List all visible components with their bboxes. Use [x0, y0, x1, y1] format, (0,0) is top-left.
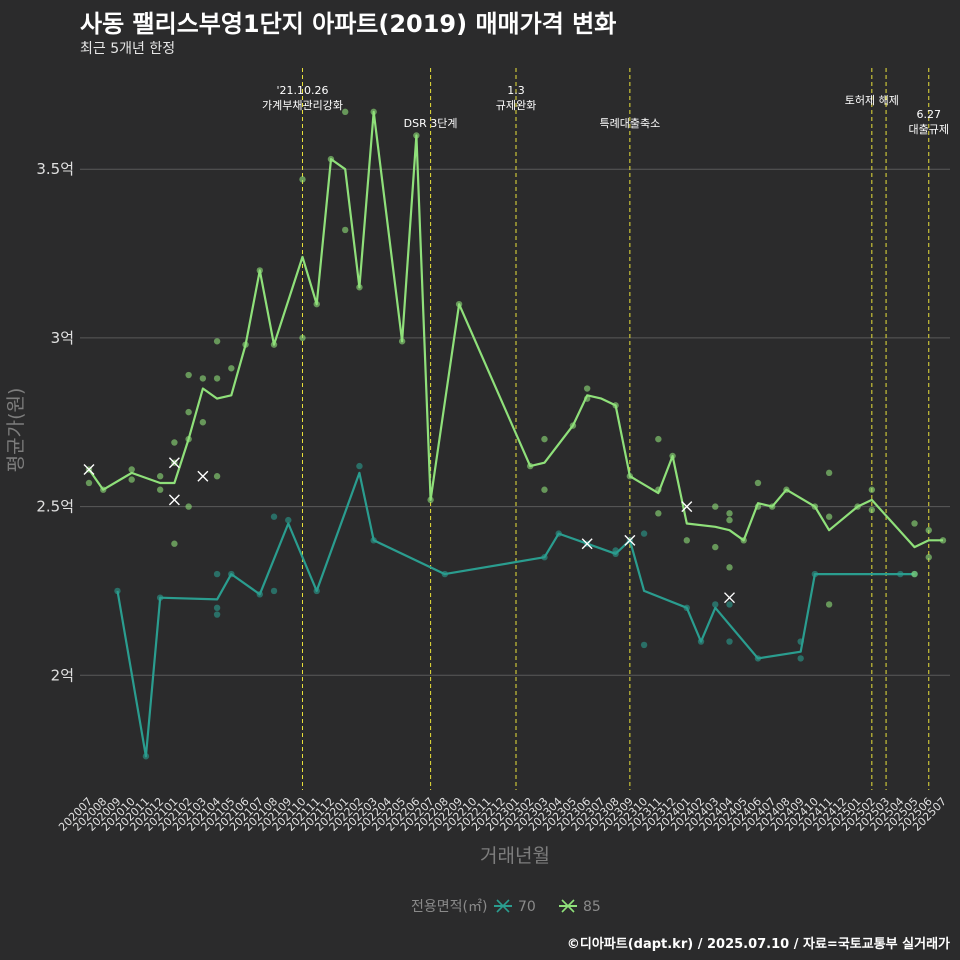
data-point: [171, 540, 178, 547]
chart-subtitle: 최근 5개년 한정: [80, 41, 176, 57]
data-point: [213, 338, 221, 345]
series-85: [83, 108, 947, 608]
data-point: [583, 385, 591, 392]
data-point: [640, 530, 648, 537]
data-point: [541, 435, 548, 443]
cancelled-marker: [168, 494, 180, 506]
data-point: [754, 479, 762, 487]
data-point: [868, 486, 876, 493]
data-point: [726, 638, 733, 645]
y-tick-label: 3억: [51, 329, 74, 347]
data-point: [911, 570, 918, 578]
legend-swatch-cross: [496, 899, 510, 913]
data-point: [128, 466, 135, 473]
series-70: [114, 462, 918, 760]
grid-lines: [80, 168, 950, 676]
data-point: [228, 365, 235, 372]
data-point: [712, 503, 719, 510]
data-point: [285, 516, 292, 524]
data-point: [199, 375, 207, 382]
y-tick-label: 2억: [51, 666, 74, 684]
y-axis-title: 평균가(원): [5, 388, 27, 473]
data-point: [726, 564, 733, 571]
data-point: [925, 527, 932, 534]
data-point: [156, 486, 164, 493]
data-point: [655, 510, 662, 517]
data-point: [640, 641, 648, 649]
data-point: [270, 587, 278, 595]
legend-label: 70: [518, 899, 536, 915]
data-point: [299, 334, 306, 342]
data-point: [726, 516, 733, 524]
data-point: [185, 503, 192, 510]
data-point: [171, 439, 178, 446]
event-label: '21.10.26: [276, 84, 328, 97]
data-point: [683, 537, 690, 544]
cancelled-marker: [624, 534, 636, 546]
cancelled-marker: [681, 501, 693, 513]
data-point: [185, 408, 192, 416]
data-point: [213, 570, 221, 578]
data-point: [825, 513, 833, 520]
series-layer: [83, 108, 947, 760]
event-label: 규제완화: [496, 99, 536, 112]
cancelled-marker: [83, 463, 95, 475]
chart-title: 사동 팰리스부영1단지 아파트(2019) 매매가격 변화: [80, 10, 617, 38]
data-point: [213, 375, 221, 382]
data-point: [85, 479, 93, 487]
cancelled-marker: [197, 470, 209, 482]
data-point: [213, 611, 221, 618]
data-point: [925, 554, 932, 561]
data-point: [868, 506, 876, 514]
event-label: 가계부채관리강화: [262, 99, 343, 112]
cancelled-marker: [581, 538, 593, 550]
event-label: 대출규제: [909, 123, 949, 136]
data-point: [299, 176, 306, 183]
data-point: [342, 226, 349, 234]
event-label: 6.27: [917, 108, 942, 121]
data-point: [825, 469, 833, 477]
data-point: [213, 604, 221, 612]
legend-label: 85: [583, 899, 601, 915]
x-axis-ticks: 2020072020082020092020102020112020122021…: [56, 795, 949, 834]
cancelled-marker: [168, 457, 180, 469]
data-point: [342, 108, 349, 116]
data-point: [356, 462, 363, 470]
y-tick-label: 3.5억: [36, 160, 74, 178]
series-line: [88, 110, 943, 549]
data-point: [797, 655, 804, 662]
data-point: [825, 601, 833, 608]
data-point: [270, 513, 278, 520]
legend: 전용면적(㎡) 70 85: [411, 899, 601, 915]
data-point: [213, 473, 221, 480]
data-point: [655, 435, 662, 443]
data-point: [712, 543, 719, 551]
data-point: [911, 520, 918, 527]
data-point: [156, 473, 164, 480]
event-label: DSR 3단계: [404, 117, 458, 130]
x-axis-title: 거래년월: [480, 845, 550, 867]
legend-swatch-cross: [561, 899, 575, 913]
event-label: 토허제 해제: [845, 93, 899, 107]
y-axis-ticks: 2억 2.5억 3억 3.5억: [36, 160, 74, 684]
event-label: 특례대출축소: [599, 117, 660, 130]
legend-title: 전용면적(㎡): [411, 899, 487, 915]
data-point: [185, 371, 192, 379]
data-point: [712, 601, 719, 608]
data-point: [199, 419, 207, 426]
cancelled-marker: [724, 592, 735, 604]
data-point: [726, 510, 733, 517]
series-line: [116, 471, 915, 758]
data-point: [726, 601, 733, 608]
data-point: [541, 486, 548, 493]
y-tick-label: 2.5억: [36, 498, 74, 516]
event-label: 1.3: [507, 84, 525, 97]
data-point: [128, 476, 135, 483]
source-caption: ©디아파트(dapt.kr) / 2025.07.10 / 자료=국토교통부 실…: [566, 937, 950, 952]
